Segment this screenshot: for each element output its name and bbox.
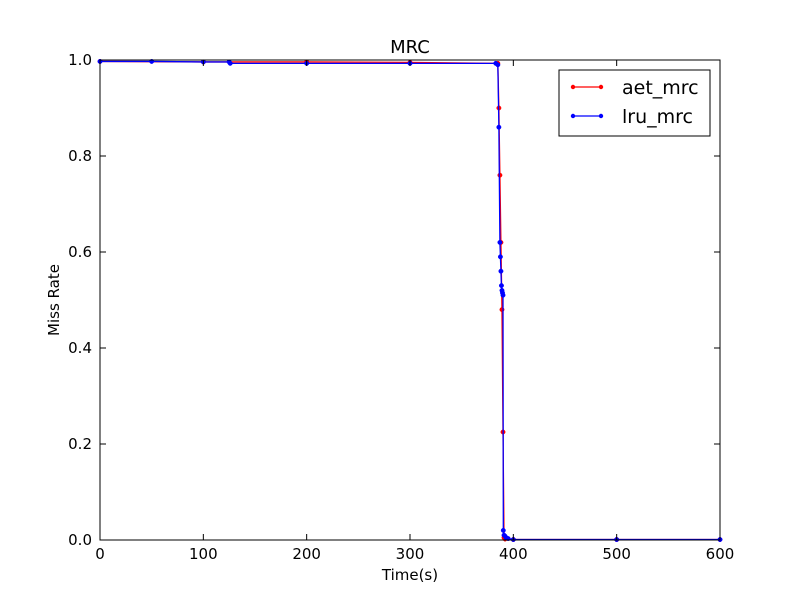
- y-tick-label: 0.8: [68, 147, 92, 165]
- data-point-lru_mrc: [497, 254, 503, 260]
- data-point-lru_mrc: [499, 283, 504, 289]
- legend-swatch-marker: [570, 84, 576, 90]
- x-tick-label: 500: [602, 545, 631, 563]
- x-tick-label: 600: [706, 545, 735, 563]
- legend-label: aet_mrc: [622, 77, 699, 99]
- legend-swatch-marker: [570, 113, 576, 119]
- y-axis-label: Miss Rate: [45, 264, 63, 336]
- legend-entry-lru_mrc: lru_mrc: [570, 106, 693, 128]
- legend: aet_mrc lru_mrc: [558, 69, 711, 137]
- legend-swatch-marker: [598, 84, 604, 90]
- legend-entry-aet_mrc: aet_mrc: [570, 77, 699, 99]
- x-tick-label: 200: [292, 545, 321, 563]
- x-tick-label: 0: [95, 545, 105, 563]
- x-tick-label: 100: [189, 545, 218, 563]
- y-tick-label: 0.0: [68, 531, 92, 549]
- data-point-lru_mrc: [227, 60, 233, 66]
- data-point-lru_mrc: [498, 268, 504, 274]
- y-tick-label: 0.2: [68, 435, 92, 453]
- data-point-lru_mrc: [495, 62, 501, 68]
- y-tick-label: 0.6: [68, 243, 92, 261]
- legend-label: lru_mrc: [622, 106, 693, 128]
- legend-box: [558, 69, 711, 137]
- legend-swatch-marker: [598, 113, 604, 119]
- x-tick-label: 300: [396, 545, 425, 563]
- data-point-lru_mrc: [500, 292, 506, 298]
- data-point-lru_mrc: [500, 527, 506, 533]
- ticks-layer: 0 100 200 300 400 500 600 0.0 0.2 0.4 0.6 0.8 1.0: [68, 51, 734, 563]
- data-point-lru_mrc: [497, 239, 503, 245]
- data-point-lru_mrc: [496, 124, 502, 130]
- x-tick-label: 400: [499, 545, 528, 563]
- chart-title: MRC: [390, 37, 430, 58]
- y-tick-label: 0.4: [68, 339, 92, 357]
- y-tick-label: 1.0: [68, 51, 92, 69]
- x-axis-label: Time(s): [381, 566, 438, 584]
